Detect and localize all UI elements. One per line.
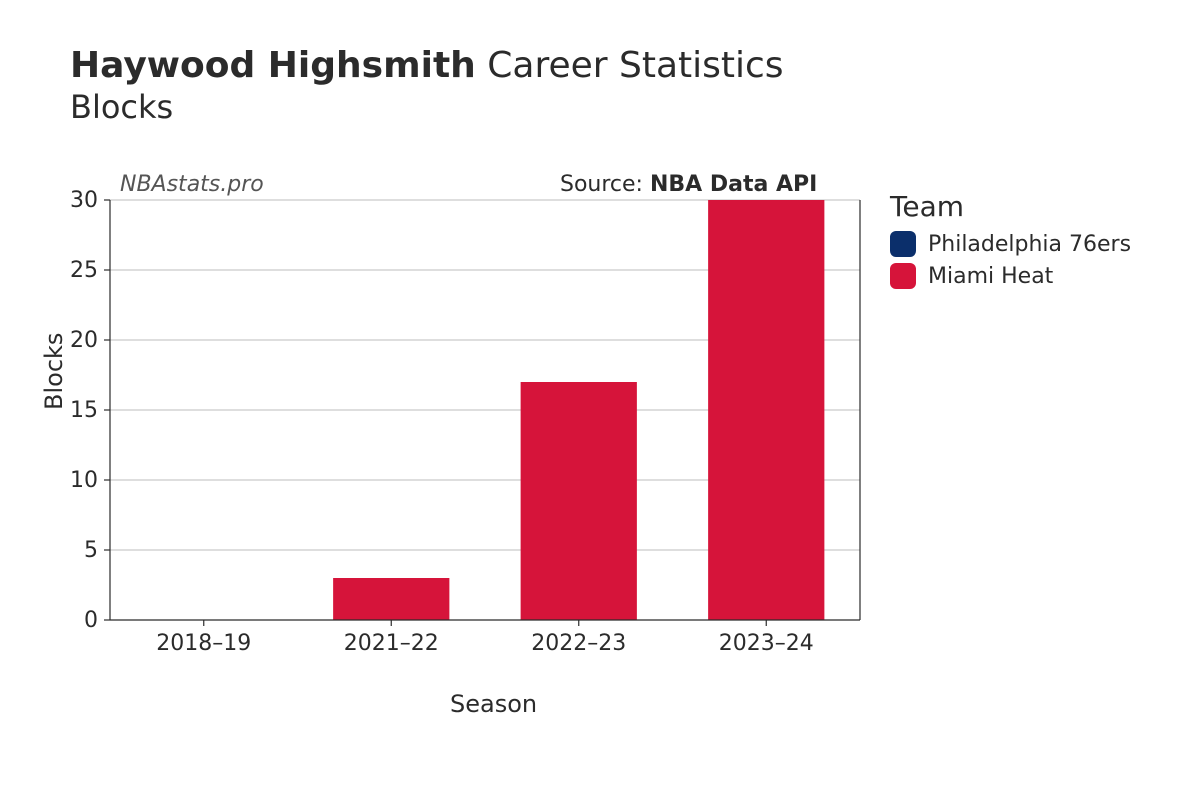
title-suffix: Career Statistics bbox=[476, 45, 784, 86]
y-tick-label: 10 bbox=[70, 468, 98, 493]
legend-label: Miami Heat bbox=[928, 264, 1053, 289]
bar-chart: 0510152025302018–192021–222022–232023–24 bbox=[110, 200, 860, 620]
y-tick-label: 15 bbox=[70, 398, 98, 423]
y-tick-label: 0 bbox=[84, 608, 98, 633]
legend: Team Philadelphia 76ers Miami Heat bbox=[890, 190, 1131, 295]
source-attribution: Source: NBA Data API bbox=[560, 172, 817, 197]
x-axis-title: Season bbox=[450, 690, 537, 718]
legend-swatch bbox=[890, 231, 916, 257]
source-prefix: Source: bbox=[560, 172, 650, 197]
legend-label: Philadelphia 76ers bbox=[928, 232, 1131, 257]
y-tick-label: 25 bbox=[70, 258, 98, 283]
y-tick-label: 30 bbox=[70, 188, 98, 213]
legend-item: Miami Heat bbox=[890, 263, 1131, 289]
y-axis-title: Blocks bbox=[40, 333, 68, 410]
x-tick-label: 2022–23 bbox=[531, 631, 626, 656]
x-tick-label: 2021–22 bbox=[344, 631, 439, 656]
bar bbox=[521, 382, 637, 620]
chart-subtitle: Blocks bbox=[70, 88, 784, 126]
player-name: Haywood Highsmith bbox=[70, 45, 476, 86]
chart-title-line1: Haywood Highsmith Career Statistics bbox=[70, 45, 784, 86]
source-name: NBA Data API bbox=[650, 172, 817, 197]
y-tick-label: 20 bbox=[70, 328, 98, 353]
bar bbox=[333, 578, 449, 620]
watermark-text: NBAstats.pro bbox=[120, 172, 264, 197]
legend-title: Team bbox=[890, 190, 1131, 223]
x-tick-label: 2023–24 bbox=[719, 631, 814, 656]
y-tick-label: 5 bbox=[84, 538, 98, 563]
chart-title-block: Haywood Highsmith Career Statistics Bloc… bbox=[70, 45, 784, 126]
legend-swatch bbox=[890, 263, 916, 289]
bar bbox=[708, 200, 824, 620]
x-tick-label: 2018–19 bbox=[156, 631, 251, 656]
legend-item: Philadelphia 76ers bbox=[890, 231, 1131, 257]
